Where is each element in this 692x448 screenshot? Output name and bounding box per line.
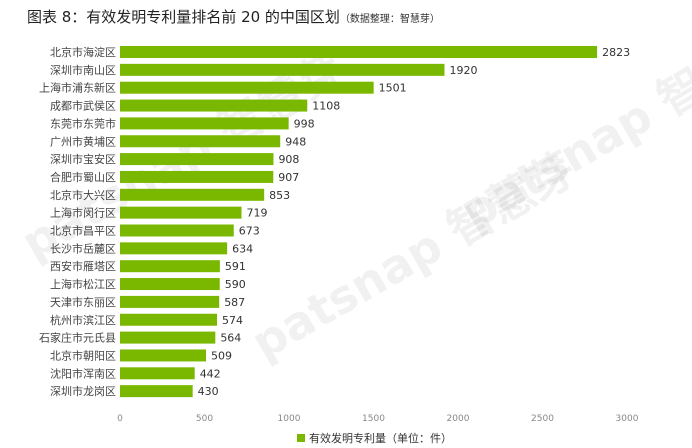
x-tick-label: 3000 (616, 414, 639, 424)
bar (120, 46, 598, 58)
data-label: 719 (247, 207, 268, 220)
bar (120, 242, 228, 255)
legend-swatch (297, 434, 305, 442)
bar (120, 224, 234, 237)
category-label: 西安市雁塔区 (50, 259, 116, 273)
category-label: 石家庄市元氏县 (39, 331, 116, 345)
category-label: 上海市浦东新区 (39, 81, 116, 95)
bar (120, 349, 207, 362)
data-label: 509 (211, 349, 232, 362)
data-label: 430 (198, 385, 219, 398)
bar (120, 63, 445, 76)
bar (120, 117, 289, 130)
x-tick-label: 1000 (278, 414, 301, 424)
bar (120, 188, 265, 201)
bar (120, 295, 220, 308)
x-tick-label: 1500 (362, 414, 385, 424)
category-label: 成都市武侯区 (50, 99, 116, 113)
category-label: 深圳市宝安区 (50, 152, 116, 166)
source-note: （数据整理：智慧芽） (339, 14, 440, 25)
data-label: 908 (278, 153, 299, 166)
category-label: 北京市大兴区 (50, 188, 116, 202)
x-tick-label: 2500 (531, 414, 554, 424)
data-label: 673 (239, 225, 260, 238)
title-text: 图表 8：有效发明专利量排名前 20 的中国区划 (27, 8, 340, 26)
category-label: 深圳市龙岗区 (50, 384, 116, 398)
data-label: 1108 (312, 100, 340, 113)
category-label: 北京市昌平区 (50, 224, 116, 238)
bar (120, 260, 220, 273)
data-label: 574 (222, 314, 243, 327)
data-label: 587 (224, 296, 245, 309)
category-label: 上海市松江区 (50, 277, 116, 291)
chart-title: 图表 8：有效发明专利量排名前 20 的中国区划（数据整理：智慧芽） (27, 6, 440, 27)
bar (120, 313, 218, 326)
data-label: 853 (269, 189, 290, 202)
bar (120, 81, 374, 94)
data-label: 634 (232, 242, 253, 255)
category-label: 北京市海淀区 (50, 45, 116, 59)
data-label: 591 (225, 260, 246, 273)
bar (120, 135, 281, 148)
category-label: 天津市东丽区 (50, 295, 116, 309)
bar (120, 367, 195, 380)
bar (120, 206, 242, 219)
x-tick-label: 500 (196, 414, 213, 424)
data-label: 564 (220, 332, 241, 345)
category-label: 长沙市岳麓区 (50, 241, 116, 255)
data-label: 590 (225, 278, 246, 291)
bar (120, 153, 274, 166)
bar (120, 170, 274, 183)
data-label: 998 (294, 117, 315, 130)
data-label: 442 (200, 367, 221, 380)
bar (120, 99, 308, 112)
data-label: 2823 (602, 46, 630, 59)
category-label: 上海市闵行区 (50, 206, 116, 220)
category-label: 合肥市蜀山区 (50, 170, 116, 184)
category-label: 杭州市滨江区 (50, 313, 116, 327)
x-tick-label: 2000 (447, 414, 470, 424)
category-label: 深圳市南山区 (50, 63, 116, 77)
category-label: 沈阳市浑南区 (50, 366, 116, 380)
data-label: 907 (278, 171, 299, 184)
bar (120, 385, 193, 398)
data-label: 1920 (449, 64, 477, 77)
bar (120, 278, 220, 291)
data-label: 948 (285, 135, 306, 148)
category-label: 广州市黄埔区 (50, 134, 116, 148)
category-label: 东莞市东莞市 (50, 116, 116, 130)
x-tick-label: 0 (117, 414, 123, 424)
category-label: 北京市朝阳区 (50, 348, 116, 362)
bar (120, 331, 216, 344)
data-label: 1501 (379, 82, 407, 95)
legend-label: 有效发明专利量（单位：件） (309, 431, 452, 445)
